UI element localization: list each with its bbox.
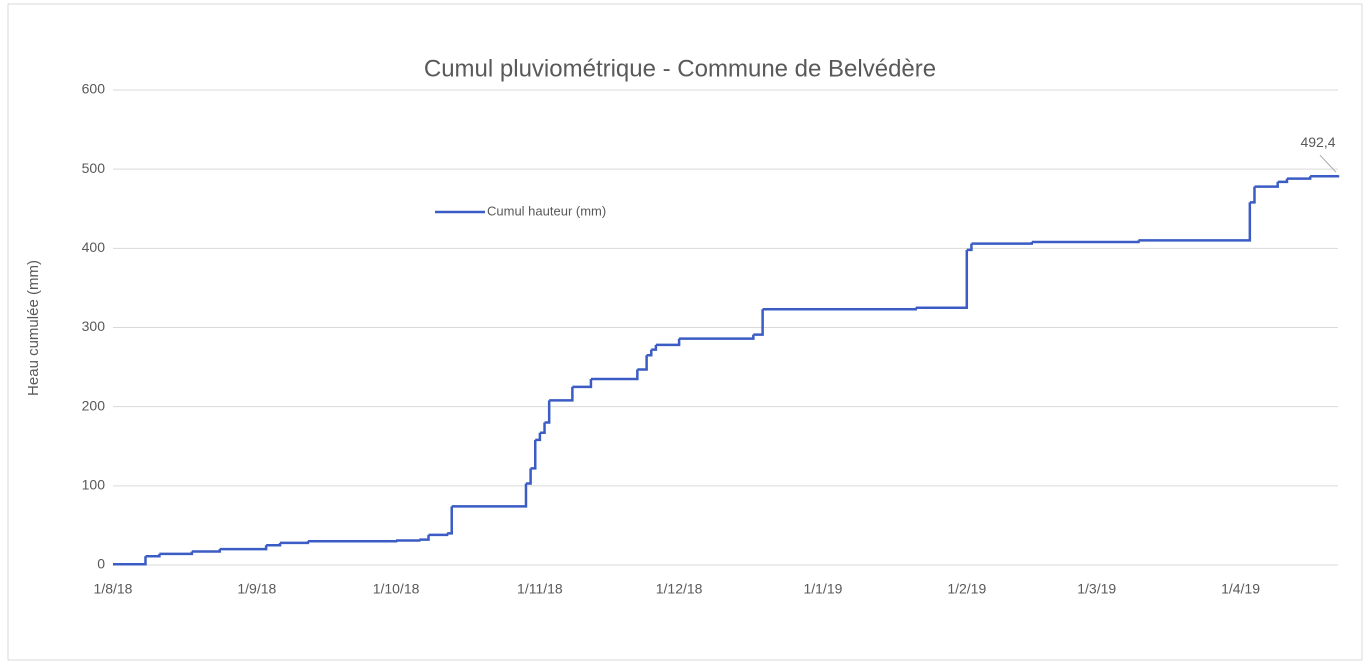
line-segment [590,369,639,381]
line-segment [544,400,551,424]
line-segment [549,386,574,402]
line-segment [419,534,430,541]
line-segment [1249,186,1256,204]
line-segment [447,506,453,535]
line-segment [307,540,398,543]
data-label: 492,4 [1300,134,1335,150]
line-segment [396,539,421,542]
x-tick-label: 1/8/18 [94,581,133,597]
line-segment [1031,240,1140,244]
line-segment [530,439,537,470]
line-segment [762,307,917,311]
chart-border [7,3,1363,661]
line-segment [1138,202,1252,242]
legend-label: Cumul hauteur (mm) [487,203,606,218]
line-segment [572,378,593,389]
x-tick-label: 1/3/19 [1077,581,1116,597]
line-segment [915,249,969,309]
x-tick-label: 1/10/18 [373,581,420,597]
annotation-leader [1319,154,1337,173]
line-segment [280,541,310,545]
line-segment [753,309,764,336]
x-tick-label: 1/2/19 [947,581,986,597]
line-segment [525,468,532,485]
line-segment [451,483,528,508]
line-segment [655,338,681,347]
chart-title: Cumul pluviométrique - Commune de Belvéd… [424,55,936,82]
y-tick-label: 400 [82,239,106,255]
line-segment [219,545,268,551]
x-tick-label: 1/9/18 [237,581,276,597]
y-tick-label: 300 [82,318,106,334]
line-segment [646,349,653,357]
line-segment [1310,175,1340,178]
y-tick-label: 600 [82,81,106,97]
line-segment [1254,181,1279,188]
x-tick-label: 1/11/18 [517,581,563,597]
x-tick-label: 1/4/19 [1221,581,1260,597]
y-tick-label: 200 [82,397,106,413]
line-segment [535,432,542,442]
line-segment [266,542,282,547]
y-axis-label: Heau cumulée (mm) [25,260,42,396]
line-segment [191,549,221,553]
line-segment [679,334,755,340]
y-tick-label: 500 [82,160,106,176]
x-tick-label: 1/1/19 [803,581,842,597]
line-segment [637,355,648,371]
y-tick-label: 0 [97,556,105,572]
line-segment [966,243,973,252]
x-tick-label: 1/12/18 [656,581,703,597]
line-segment [113,556,147,566]
line-segment [539,422,546,435]
y-tick-label: 100 [82,477,106,493]
line-segment [651,344,658,351]
